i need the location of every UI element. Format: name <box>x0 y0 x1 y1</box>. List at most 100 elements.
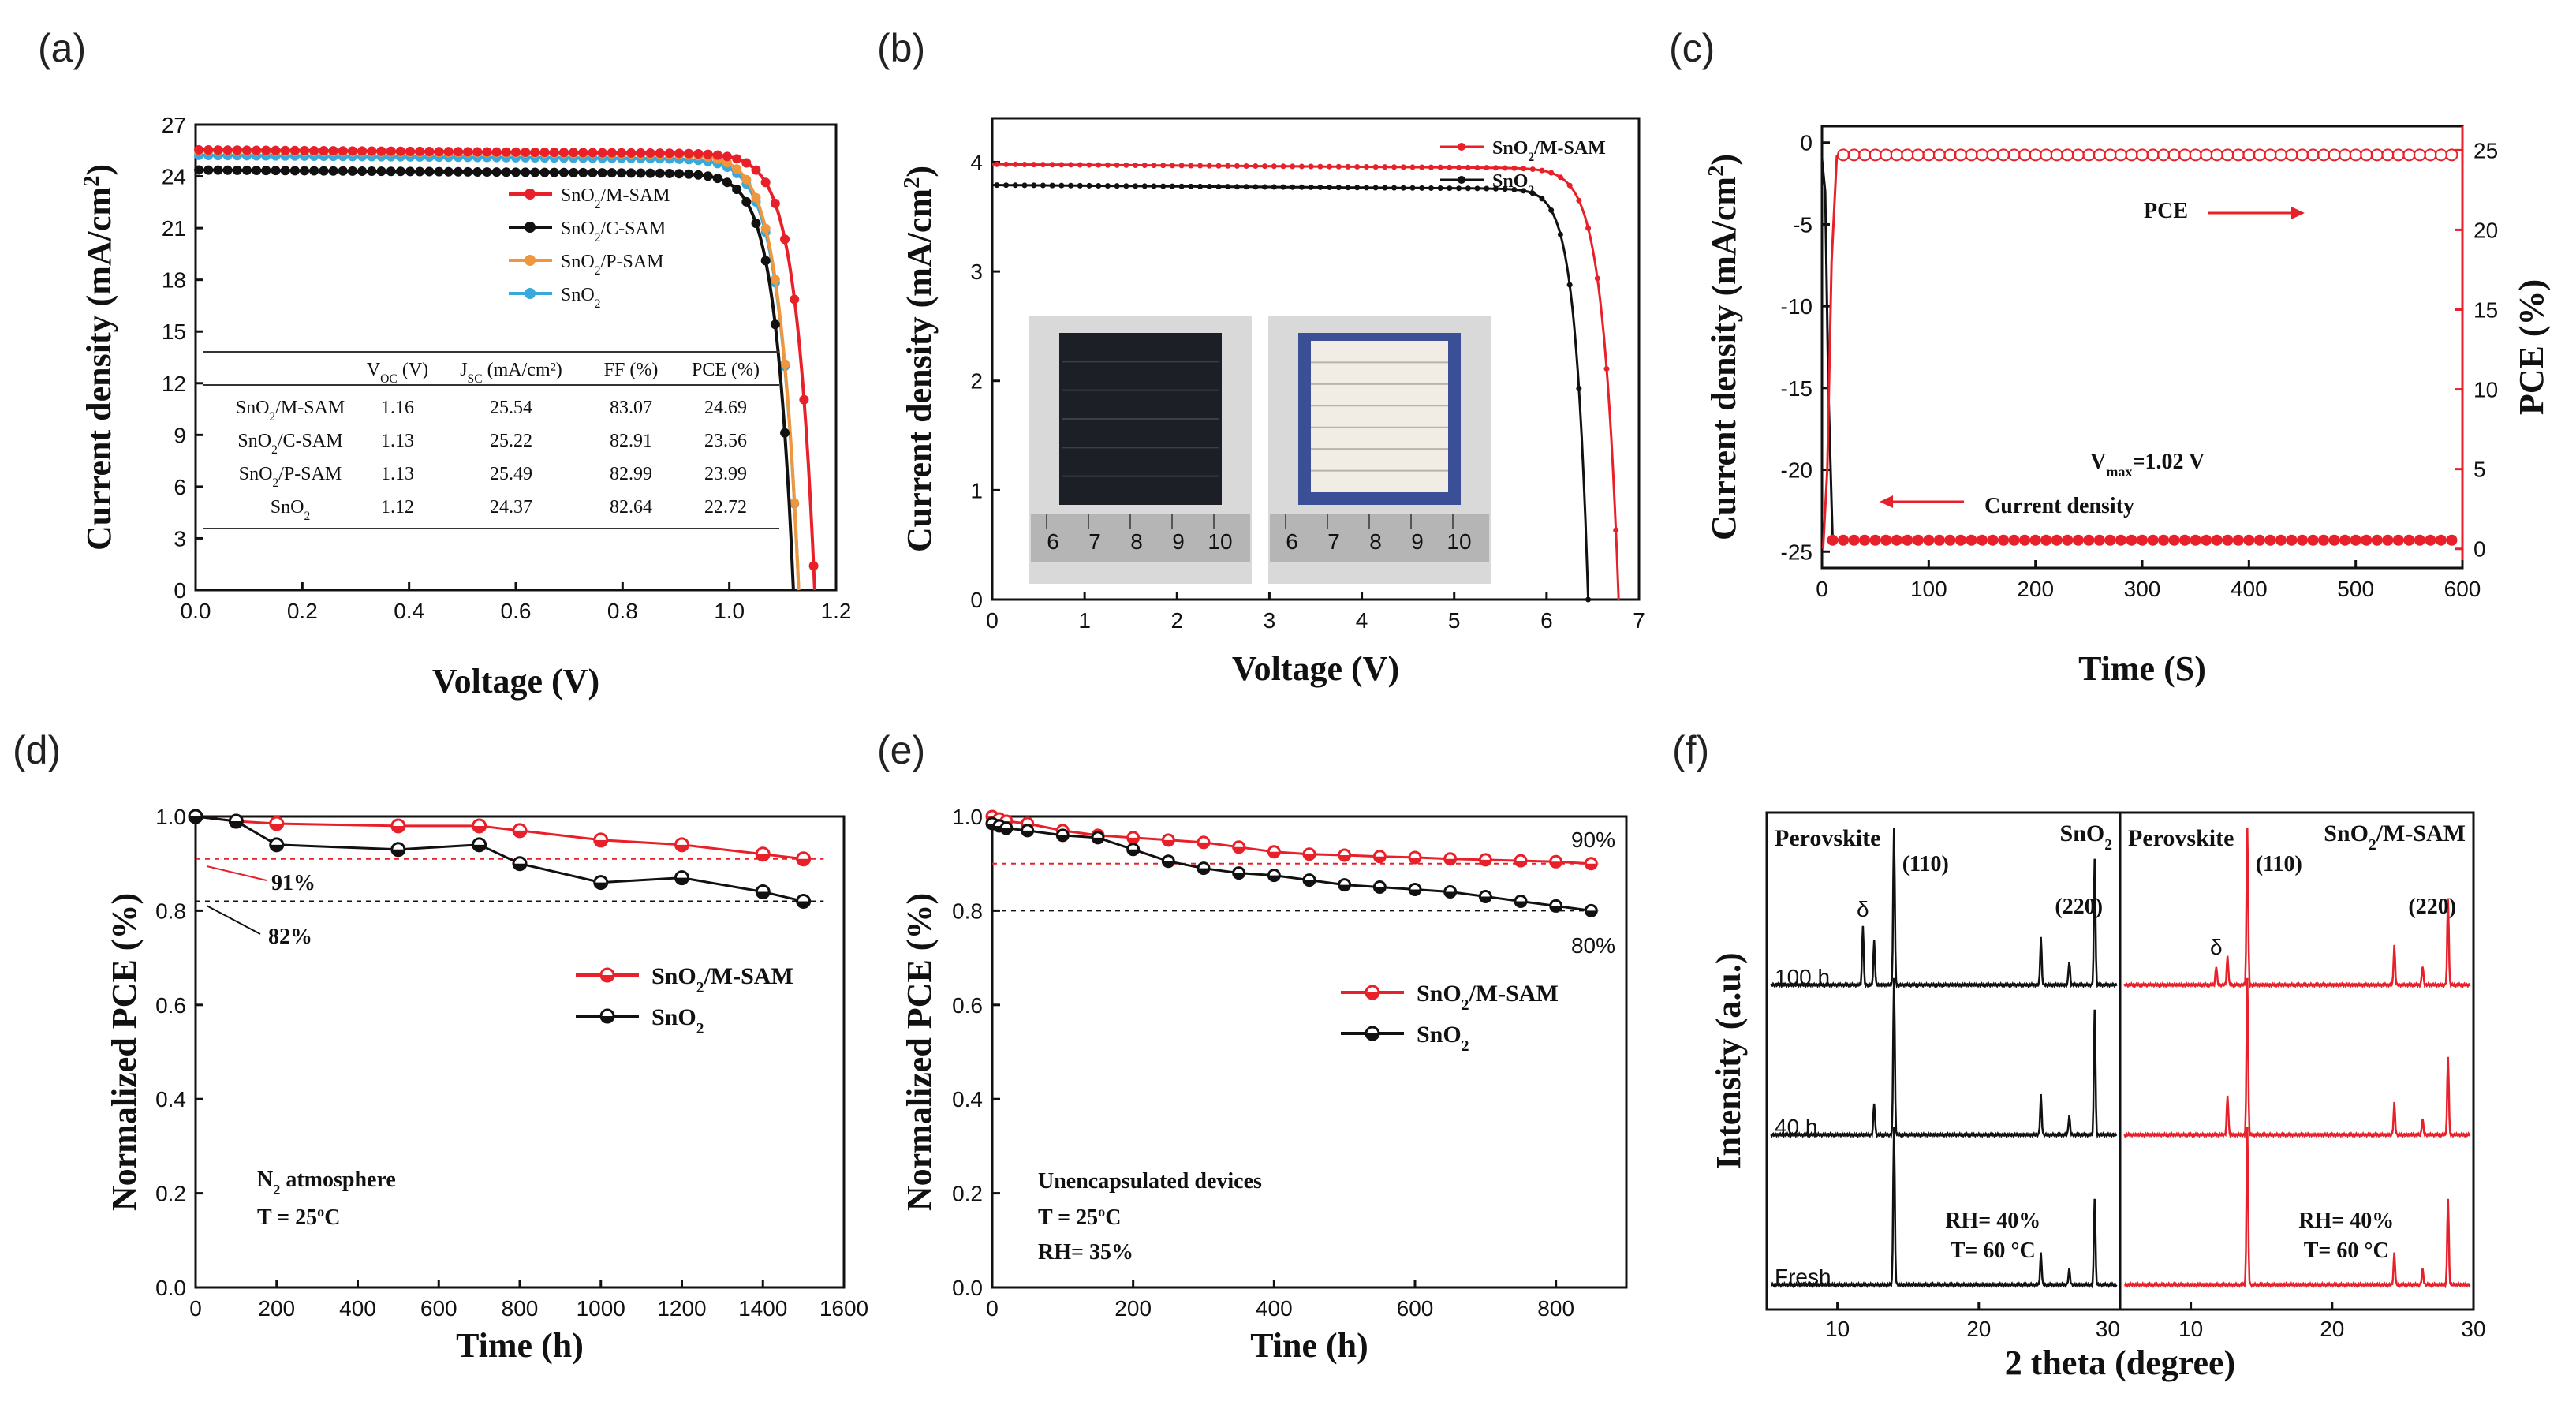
a-series-marker <box>597 148 607 158</box>
b-series-marker <box>1345 185 1351 191</box>
d-series-marker-half <box>594 839 607 846</box>
b-series-marker <box>1021 162 1028 168</box>
c-pce-marker <box>2050 148 2063 162</box>
c-pce-marker <box>2296 148 2309 162</box>
d-series-marker-half <box>513 863 526 870</box>
e-series-marker-half <box>1057 835 1069 841</box>
f-right-peak-delta: δ <box>2210 935 2223 959</box>
c-pce-marker <box>1847 148 1861 162</box>
b-series-marker <box>1133 183 1139 189</box>
a-series-marker <box>530 167 540 177</box>
f-right-film-part: SnO <box>2324 820 2369 846</box>
b-photo-right-ruler-label: 7 <box>1327 529 1340 554</box>
c-pce-marker <box>2445 148 2458 162</box>
b-series-marker <box>1566 282 1573 288</box>
a-table-ff: 83.07 <box>610 398 652 418</box>
d-series-marker-half <box>391 825 405 832</box>
b-legend-marker <box>1458 176 1465 184</box>
a-table-pce: 23.56 <box>704 431 747 451</box>
f-right-x-tick-label: 20 <box>2320 1317 2344 1341</box>
b-series-marker <box>1354 185 1361 191</box>
c-pce-marker <box>2189 148 2202 162</box>
a-series-marker <box>338 166 348 176</box>
a-series-marker <box>722 177 732 188</box>
a-series-marker <box>232 145 242 155</box>
b-series-marker <box>1068 162 1074 168</box>
a-series-marker <box>616 168 626 178</box>
d-x-tick-label: 1600 <box>819 1296 868 1321</box>
e-y-tick-label: 1.0 <box>952 805 983 829</box>
b-y-tick-label: 4 <box>970 150 983 174</box>
b-series-marker <box>1096 162 1102 168</box>
a-table-header-voc-part: V <box>367 360 381 380</box>
a-table-header-jsc-part: (mA/cm²) <box>483 360 562 380</box>
a-series-marker <box>463 147 473 157</box>
c-current-marker <box>2243 534 2255 546</box>
d-condition-temperature-part: o <box>317 1204 324 1220</box>
a-legend-label-part: /P-SAM <box>600 252 663 272</box>
d-legend-label-part: SnO <box>651 963 696 989</box>
b-series-marker <box>1317 163 1323 170</box>
e-series-marker-half <box>1021 830 1033 836</box>
a-series-marker <box>395 166 405 177</box>
c-current-marker <box>2093 534 2105 546</box>
c-current-marker <box>2019 534 2031 546</box>
b-photo-left-ruler-label: 6 <box>1047 529 1059 554</box>
a-table-device: SnO2/C-SAM <box>237 431 342 457</box>
a-legend-marker <box>525 222 536 233</box>
a-series-marker <box>588 168 598 178</box>
a-y-tick-label: 24 <box>162 165 186 189</box>
b-series-marker <box>1104 162 1111 168</box>
c-pce-marker <box>2071 148 2085 162</box>
b-series-marker <box>1086 182 1092 189</box>
c-pce-marker <box>2264 148 2277 162</box>
e-series-marker-half <box>1374 856 1386 862</box>
f-left-trace-label: 100 h <box>1775 965 1830 989</box>
a-series-marker <box>549 167 559 177</box>
e-legend-marker-half <box>1366 1033 1379 1040</box>
b-series-marker <box>1197 183 1204 189</box>
f-left-film-part: SnO <box>2060 820 2105 846</box>
c-pce-marker <box>2317 148 2331 162</box>
c-pce-marker <box>2200 148 2213 162</box>
c-pce-marker <box>1880 148 1893 162</box>
a-legend-label: SnO2/P-SAM <box>561 252 664 278</box>
a-series-marker <box>732 154 742 164</box>
a-y-axis-label-part: 2 <box>80 176 104 187</box>
c-current-marker <box>1869 534 1881 546</box>
a-series-marker <box>558 167 569 177</box>
c-current-marker <box>2083 534 2095 546</box>
b-series-marker <box>1557 174 1563 181</box>
b-series-marker <box>994 182 1000 189</box>
d-x-tick-label: 600 <box>420 1296 457 1321</box>
a-series-marker <box>558 148 569 158</box>
a-series-marker <box>338 146 348 156</box>
e-series-marker-half <box>1515 861 1526 867</box>
a-series-marker <box>252 166 262 176</box>
b-series-marker <box>1345 163 1351 170</box>
a-legend-label-part: 2 <box>595 198 601 211</box>
a-y-tick-label: 3 <box>174 526 186 551</box>
a-y-tick-label: 9 <box>174 423 186 447</box>
d-x-tick-label: 1200 <box>657 1296 706 1321</box>
a-y-tick-label: 12 <box>162 372 186 396</box>
e-condition-temperature: T = 25oC <box>1038 1204 1121 1230</box>
a-series-marker <box>549 148 559 158</box>
a-table-device-part: /M-SAM <box>275 398 345 418</box>
b-series-marker <box>1012 161 1018 167</box>
c-vmax-annotation-part: V <box>2090 450 2106 474</box>
a-series-marker <box>194 144 204 155</box>
a-series-marker <box>626 148 637 158</box>
c-pce-marker <box>1869 148 1882 162</box>
c-current-marker <box>1848 534 1860 546</box>
a-series-marker <box>434 166 444 177</box>
b-x-tick-label: 4 <box>1356 608 1368 633</box>
c-current-marker <box>2008 534 2020 546</box>
b-series-marker <box>1308 163 1314 170</box>
e-legend-marker-half <box>1366 992 1379 999</box>
f-right-film-part: /M-SAM <box>2376 820 2466 846</box>
c-y-axis-label-part: 2 <box>1704 166 1729 177</box>
e-legend-label-part: 2 <box>1462 1038 1469 1055</box>
a-table-jsc: 25.22 <box>490 431 532 451</box>
